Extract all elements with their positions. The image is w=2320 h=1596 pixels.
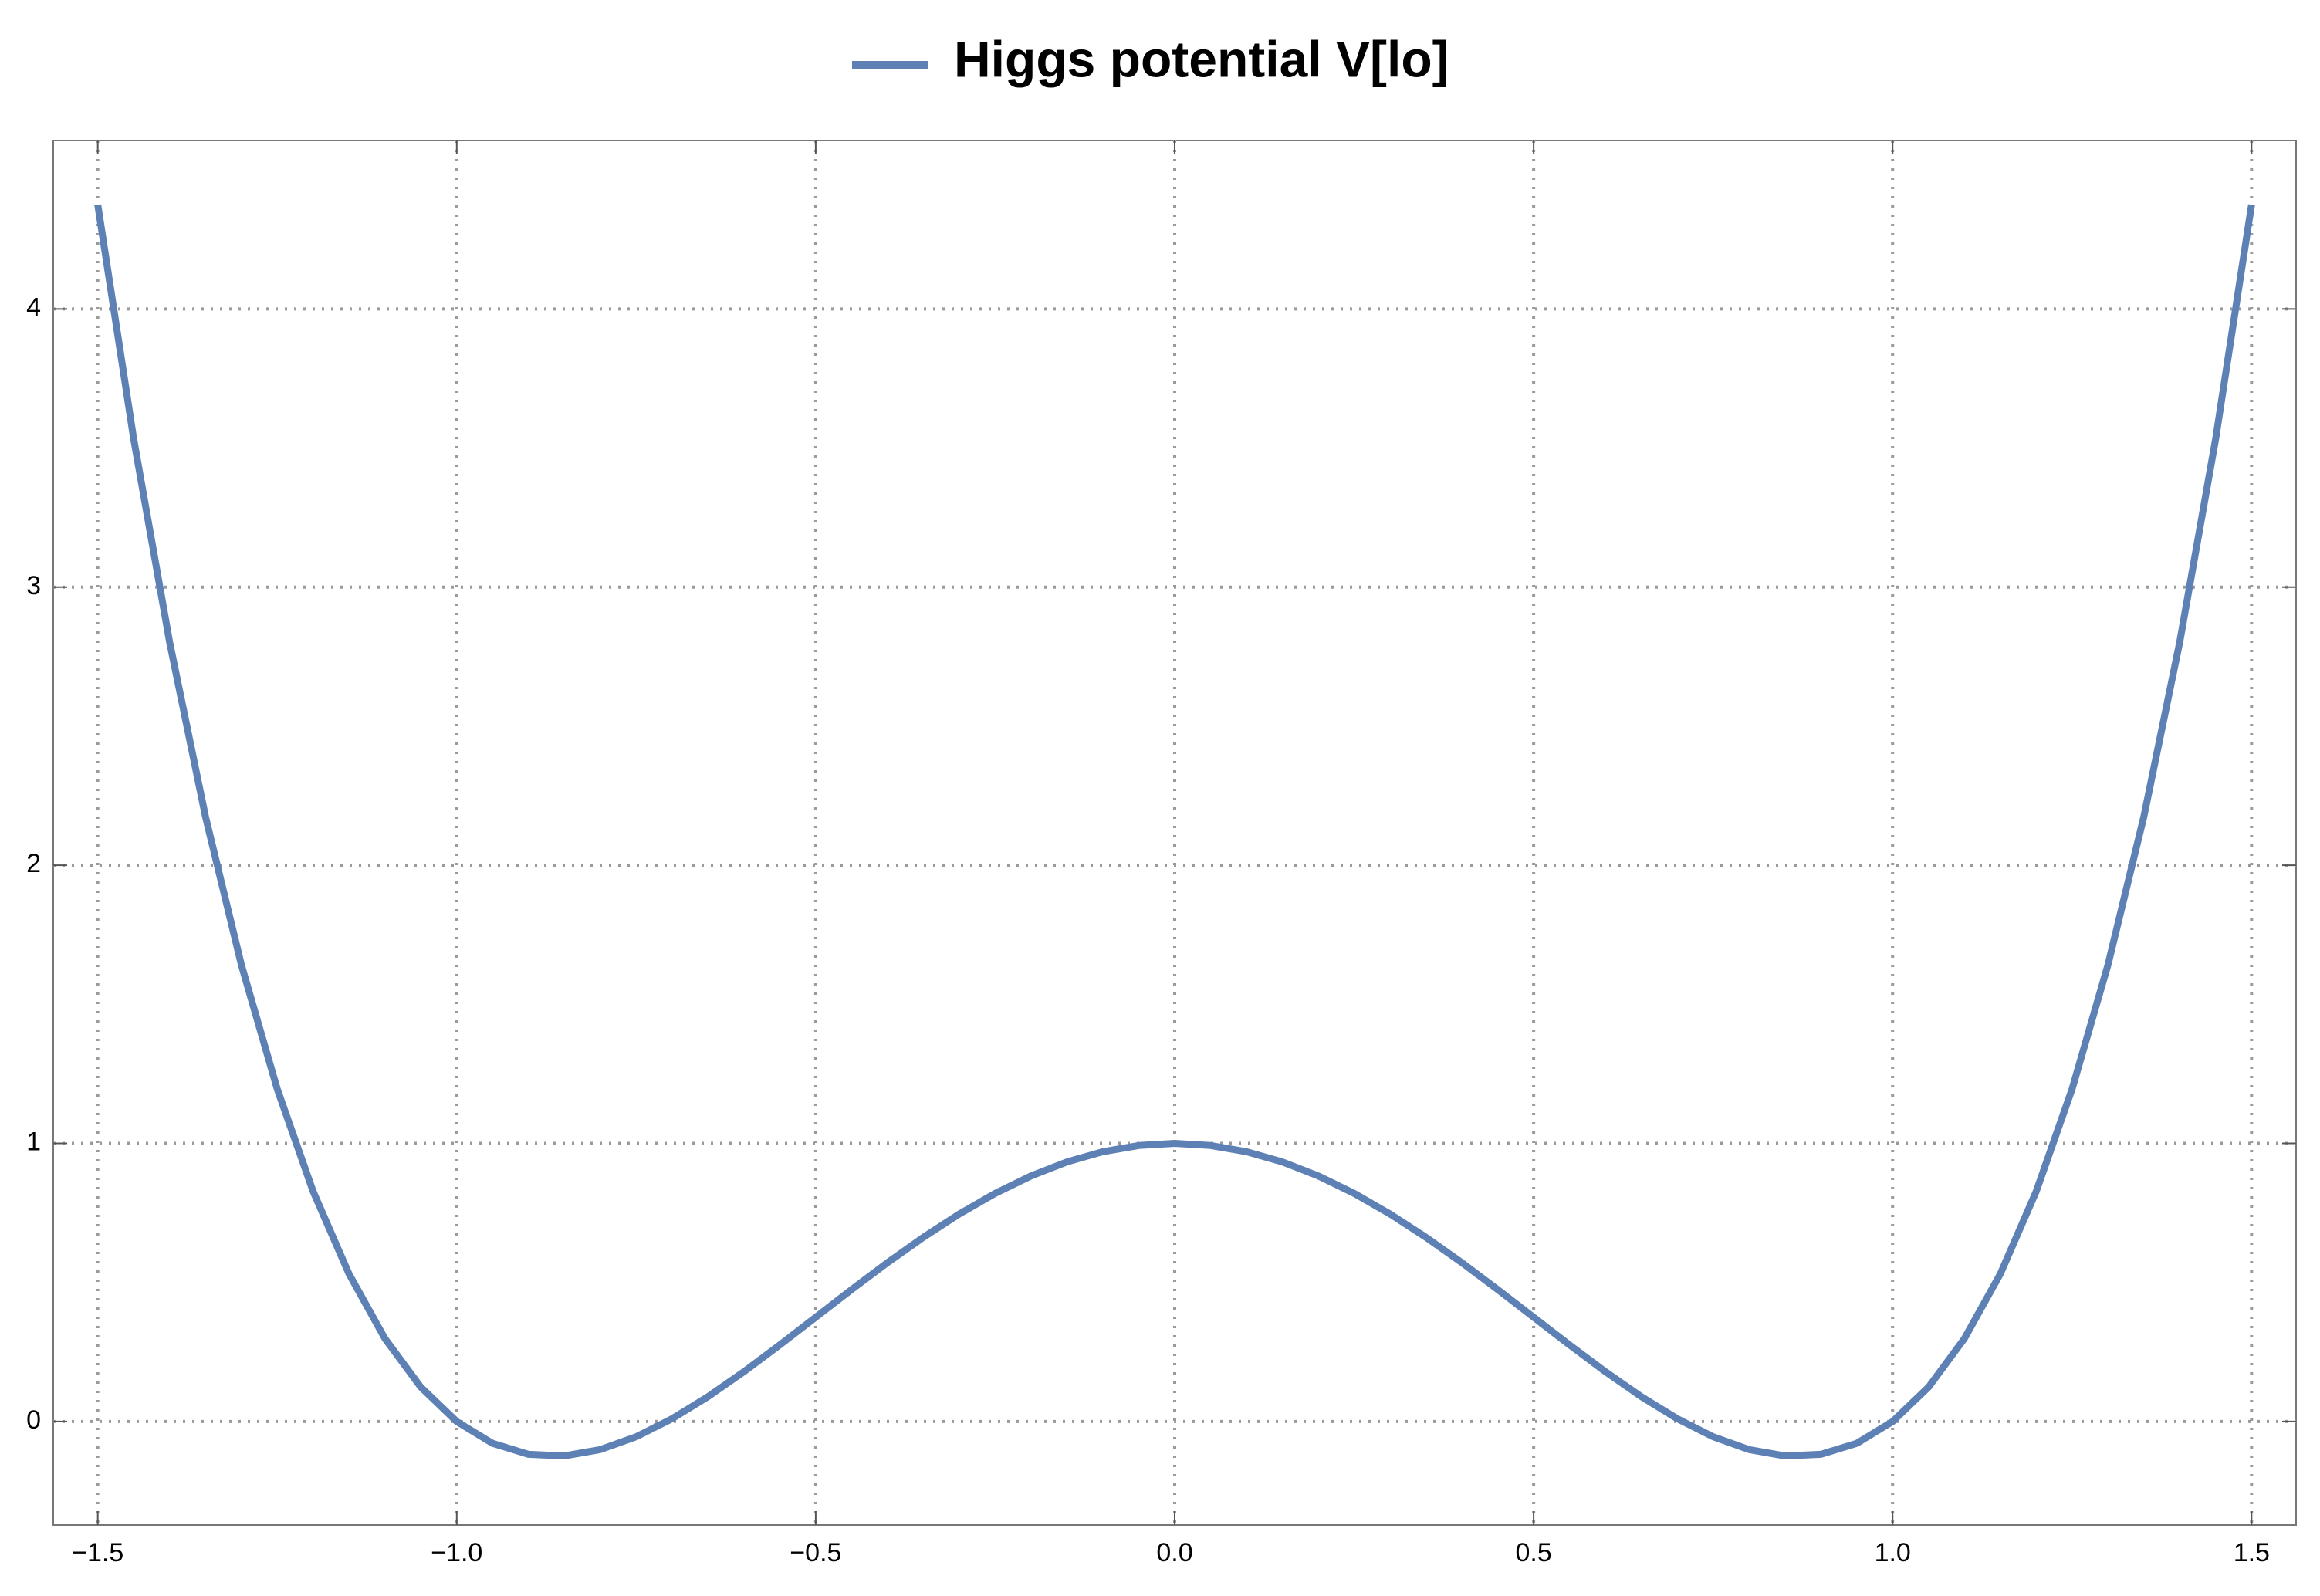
x-tick-label: 0.0 <box>1156 1538 1192 1567</box>
legend-label: Higgs potential V[lo] <box>954 30 1449 87</box>
x-tick-label: −0.5 <box>790 1538 841 1567</box>
line-series <box>94 204 2255 1459</box>
y-tick-label: 4 <box>26 292 41 322</box>
x-tick-label: 1.0 <box>1875 1538 1911 1567</box>
y-tick-label: 0 <box>26 1405 41 1435</box>
y-tick-label: 2 <box>26 849 41 878</box>
y-tick-label: 1 <box>26 1128 41 1157</box>
x-tick-label: −1.5 <box>72 1538 123 1567</box>
x-tick-label: 0.5 <box>1515 1538 1551 1567</box>
x-tick-label: −1.0 <box>431 1538 482 1567</box>
y-tick-label: 3 <box>26 571 41 600</box>
legend-item: Higgs potential V[lo] <box>852 30 1449 87</box>
x-tick-label: 1.5 <box>2234 1538 2270 1567</box>
